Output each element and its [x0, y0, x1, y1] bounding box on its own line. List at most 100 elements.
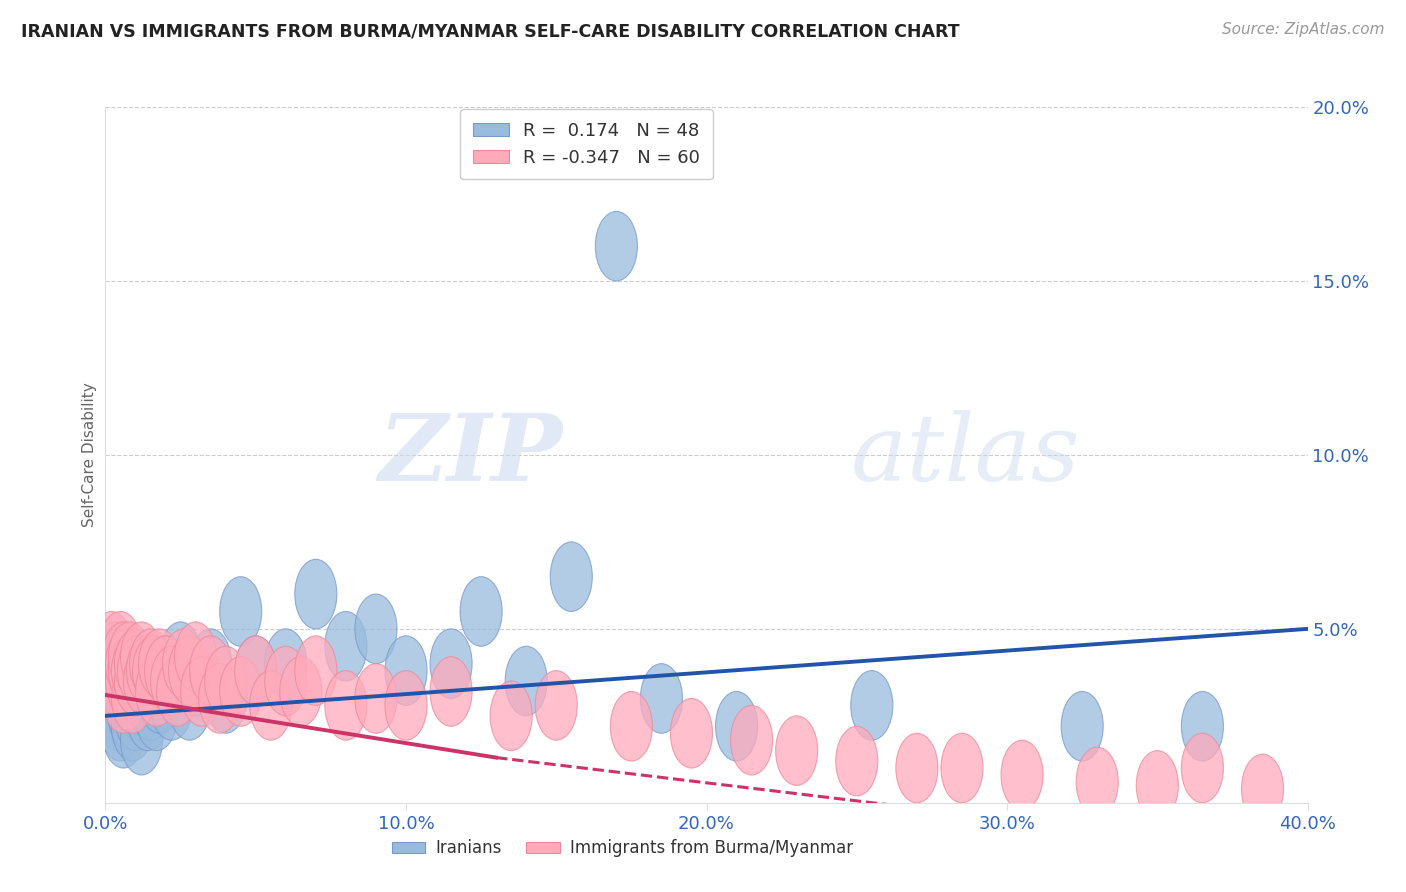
Ellipse shape	[776, 715, 818, 786]
Ellipse shape	[103, 622, 145, 691]
Ellipse shape	[121, 657, 163, 726]
Ellipse shape	[111, 691, 153, 761]
Ellipse shape	[111, 664, 153, 733]
Ellipse shape	[550, 541, 592, 612]
Ellipse shape	[90, 612, 132, 681]
Ellipse shape	[354, 594, 396, 664]
Ellipse shape	[103, 698, 145, 768]
Ellipse shape	[129, 629, 172, 698]
Ellipse shape	[100, 691, 142, 761]
Ellipse shape	[205, 646, 246, 715]
Ellipse shape	[145, 636, 187, 706]
Ellipse shape	[159, 622, 201, 691]
Ellipse shape	[190, 629, 232, 698]
Ellipse shape	[100, 612, 142, 681]
Ellipse shape	[108, 664, 150, 733]
Ellipse shape	[139, 629, 180, 698]
Ellipse shape	[105, 629, 148, 698]
Ellipse shape	[325, 612, 367, 681]
Ellipse shape	[97, 681, 139, 751]
Ellipse shape	[108, 681, 150, 751]
Ellipse shape	[103, 653, 145, 723]
Ellipse shape	[103, 664, 145, 733]
Ellipse shape	[1241, 754, 1284, 823]
Ellipse shape	[108, 622, 150, 691]
Ellipse shape	[132, 636, 174, 706]
Ellipse shape	[174, 646, 217, 715]
Y-axis label: Self-Care Disability: Self-Care Disability	[82, 383, 97, 527]
Ellipse shape	[135, 681, 177, 751]
Ellipse shape	[124, 646, 166, 715]
Ellipse shape	[595, 211, 637, 281]
Ellipse shape	[93, 622, 135, 691]
Ellipse shape	[385, 636, 427, 706]
Ellipse shape	[430, 657, 472, 726]
Ellipse shape	[87, 629, 129, 698]
Ellipse shape	[127, 681, 169, 751]
Ellipse shape	[97, 646, 139, 715]
Legend: Iranians, Immigrants from Burma/Myanmar: Iranians, Immigrants from Burma/Myanmar	[385, 833, 859, 864]
Ellipse shape	[180, 657, 222, 726]
Ellipse shape	[100, 636, 142, 706]
Ellipse shape	[1181, 691, 1223, 761]
Ellipse shape	[295, 559, 337, 629]
Ellipse shape	[118, 671, 159, 740]
Ellipse shape	[190, 636, 232, 706]
Ellipse shape	[150, 646, 193, 715]
Ellipse shape	[100, 657, 142, 726]
Text: IRANIAN VS IMMIGRANTS FROM BURMA/MYANMAR SELF-CARE DISABILITY CORRELATION CHART: IRANIAN VS IMMIGRANTS FROM BURMA/MYANMAR…	[21, 22, 960, 40]
Ellipse shape	[295, 636, 337, 706]
Ellipse shape	[716, 691, 758, 761]
Ellipse shape	[1062, 691, 1104, 761]
Ellipse shape	[1076, 747, 1118, 817]
Ellipse shape	[114, 629, 156, 698]
Ellipse shape	[108, 636, 150, 706]
Ellipse shape	[250, 671, 292, 740]
Text: Source: ZipAtlas.com: Source: ZipAtlas.com	[1222, 22, 1385, 37]
Ellipse shape	[460, 577, 502, 646]
Ellipse shape	[1181, 733, 1223, 803]
Ellipse shape	[135, 657, 177, 726]
Ellipse shape	[174, 622, 217, 691]
Ellipse shape	[121, 706, 163, 775]
Ellipse shape	[163, 629, 205, 698]
Ellipse shape	[121, 622, 163, 691]
Ellipse shape	[129, 671, 172, 740]
Ellipse shape	[941, 733, 983, 803]
Ellipse shape	[430, 629, 472, 698]
Text: atlas: atlas	[851, 410, 1080, 500]
Ellipse shape	[97, 629, 139, 698]
Ellipse shape	[235, 636, 277, 706]
Ellipse shape	[90, 664, 132, 733]
Ellipse shape	[111, 636, 153, 706]
Ellipse shape	[610, 691, 652, 761]
Ellipse shape	[896, 733, 938, 803]
Ellipse shape	[93, 636, 135, 706]
Ellipse shape	[156, 657, 198, 726]
Ellipse shape	[731, 706, 773, 775]
Ellipse shape	[132, 657, 174, 726]
Ellipse shape	[114, 664, 156, 733]
Ellipse shape	[219, 577, 262, 646]
Ellipse shape	[325, 671, 367, 740]
Ellipse shape	[671, 698, 713, 768]
Ellipse shape	[118, 636, 159, 706]
Ellipse shape	[264, 629, 307, 698]
Ellipse shape	[205, 664, 246, 733]
Ellipse shape	[536, 671, 578, 740]
Ellipse shape	[169, 636, 211, 706]
Ellipse shape	[105, 671, 148, 740]
Ellipse shape	[1001, 740, 1043, 810]
Ellipse shape	[264, 646, 307, 715]
Ellipse shape	[127, 636, 169, 706]
Ellipse shape	[219, 657, 262, 726]
Ellipse shape	[169, 671, 211, 740]
Ellipse shape	[505, 646, 547, 715]
Ellipse shape	[835, 726, 877, 796]
Text: ZIP: ZIP	[378, 410, 562, 500]
Ellipse shape	[145, 636, 187, 706]
Ellipse shape	[385, 671, 427, 740]
Ellipse shape	[198, 664, 240, 733]
Ellipse shape	[491, 681, 533, 751]
Ellipse shape	[124, 664, 166, 733]
